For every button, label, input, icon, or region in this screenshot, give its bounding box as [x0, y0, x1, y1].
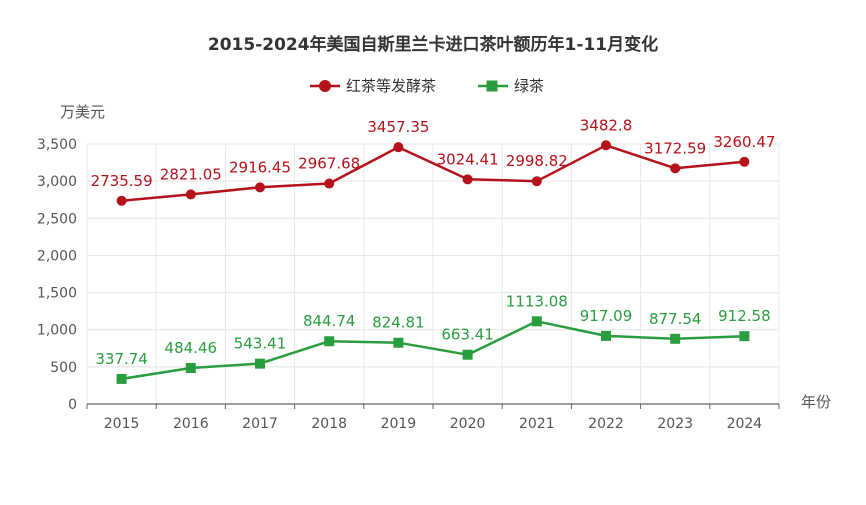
data-point-1-9: [739, 331, 750, 342]
x-tick-label-2019: 2019: [381, 416, 417, 432]
series-0: 2735.59 2821.05 2916.45 2967.68 3457.35 3024.…: [91, 116, 775, 206]
data-label-0-9: 3260.47: [713, 133, 775, 151]
data-label-0-7: 3482.8: [580, 116, 633, 134]
data-label-1-8: 877.54: [649, 310, 702, 328]
data-label-1-2: 543.41: [234, 335, 287, 353]
data-label-1-6: 1113.08: [506, 292, 568, 310]
legend-label-0: 红茶等发酵茶: [346, 77, 436, 95]
data-point-1-4: [393, 337, 404, 348]
x-tick-label-2018: 2018: [311, 416, 347, 432]
data-label-0-0: 2735.59: [91, 172, 153, 190]
data-label-0-2: 2916.45: [229, 158, 291, 176]
data-point-0-8: [670, 163, 681, 174]
x-axis: 2015 2016 2017 2018 2019 2020 2021 2022 2023 2024: [86, 403, 780, 432]
x-tick-label-2022: 2022: [588, 416, 624, 432]
data-label-1-5: 663.41: [441, 326, 494, 344]
data-point-0-2: [255, 182, 265, 193]
legend-swatch-marker-0: [319, 80, 331, 92]
series-line-1: [121, 320, 745, 381]
data-label-0-1: 2821.05: [160, 165, 222, 183]
y-tick-label-3: 1,500: [37, 286, 77, 302]
data-point-0-1: [185, 189, 196, 200]
data-label-1-0: 337.74: [95, 350, 148, 368]
data-label-0-5: 3024.41: [437, 150, 499, 168]
data-point-0-7: [601, 140, 611, 151]
data-label-0-8: 3172.59: [644, 139, 706, 157]
legend[interactable]: 红茶等发酵茶 绿茶: [310, 77, 544, 95]
data-point-0-0: [116, 195, 127, 206]
x-tick-label-2023: 2023: [657, 416, 693, 432]
data-point-0-5: [462, 174, 473, 185]
y-tick-label-7: 3,500: [37, 137, 77, 153]
data-label-0-4: 3457.35: [367, 118, 429, 136]
data-point-0-9: [739, 156, 750, 167]
data-label-0-6: 2998.82: [506, 152, 568, 170]
x-tick-label-2017: 2017: [242, 416, 278, 432]
x-tick-label-2016: 2016: [173, 416, 209, 432]
data-label-1-9: 912.58: [718, 307, 771, 325]
data-point-1-2: [255, 358, 265, 369]
y-axis-title: 万美元: [60, 103, 105, 121]
data-point-1-8: [670, 333, 681, 344]
y-tick-label-2: 1,000: [37, 323, 77, 339]
y-tick-label-6: 3,000: [37, 174, 77, 190]
y-tick-label-4: 2,000: [37, 248, 77, 264]
y-axis-ticks: 0 500 1,000 1,500 2,000 2,500 3,000 3,500: [37, 137, 77, 413]
series-1: 337.74 484.46 543.41 844.74 824.81 663.41 1113…: [95, 292, 771, 384]
data-point-0-3: [324, 178, 335, 189]
data-point-1-0: [116, 373, 127, 384]
data-point-1-6: [531, 316, 542, 327]
series-line-0: [121, 144, 745, 203]
data-point-1-7: [601, 330, 611, 341]
y-tick-label-0: 0: [68, 397, 77, 413]
data-label-0-3: 2967.68: [298, 155, 360, 173]
data-label-1-7: 917.09: [580, 307, 633, 325]
legend-label-1: 绿茶: [514, 77, 544, 95]
data-point-1-5: [462, 349, 473, 360]
legend-item-series-1[interactable]: 绿茶: [478, 77, 544, 95]
series-layer: 2735.59 2821.05 2916.45 2967.68 3457.35 3024.…: [91, 116, 775, 384]
data-label-1-1: 484.46: [165, 339, 218, 357]
x-tick-label-2015: 2015: [104, 416, 140, 432]
y-tick-label-1: 500: [50, 360, 77, 376]
y-tick-label-5: 2,500: [37, 211, 77, 227]
x-axis-title: 年份: [801, 393, 831, 411]
legend-swatch-marker-1: [486, 80, 498, 92]
x-tick-label-2021: 2021: [519, 416, 555, 432]
data-point-1-1: [185, 363, 196, 374]
data-point-0-6: [531, 176, 542, 187]
data-label-1-4: 824.81: [372, 314, 425, 332]
chart-title: 2015-2024年美国自斯里兰卡进口茶叶额历年1-11月变化: [208, 34, 658, 55]
legend-item-series-0[interactable]: 红茶等发酵茶: [310, 77, 436, 95]
data-label-1-3: 844.74: [303, 312, 356, 330]
data-point-1-3: [324, 336, 335, 347]
x-tick-label-2024: 2024: [727, 416, 763, 432]
gridlines: [86, 143, 780, 404]
data-point-0-4: [393, 142, 404, 153]
x-tick-label-2020: 2020: [450, 416, 486, 432]
